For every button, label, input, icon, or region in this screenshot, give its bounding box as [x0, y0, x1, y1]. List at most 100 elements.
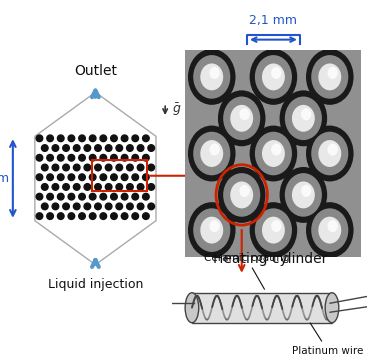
Circle shape [41, 145, 48, 151]
Circle shape [327, 67, 338, 79]
Text: 8 cm: 8 cm [0, 172, 9, 185]
Circle shape [36, 155, 43, 161]
Circle shape [47, 213, 54, 220]
Circle shape [142, 193, 149, 200]
Circle shape [218, 167, 265, 223]
Circle shape [271, 67, 281, 79]
Circle shape [301, 185, 311, 197]
Circle shape [73, 164, 80, 171]
Circle shape [210, 67, 220, 79]
Circle shape [318, 64, 341, 90]
Circle shape [79, 155, 86, 161]
Circle shape [41, 203, 48, 210]
Circle shape [68, 155, 75, 161]
Circle shape [262, 217, 285, 243]
Circle shape [223, 173, 260, 217]
Circle shape [262, 64, 285, 90]
Text: Heating cylinder: Heating cylinder [212, 252, 327, 266]
Circle shape [148, 145, 155, 151]
Circle shape [100, 213, 106, 220]
Circle shape [311, 208, 348, 252]
Circle shape [90, 174, 96, 181]
Circle shape [285, 173, 322, 217]
Circle shape [127, 203, 133, 210]
Circle shape [230, 181, 253, 208]
Circle shape [90, 155, 96, 161]
Circle shape [271, 220, 281, 232]
Circle shape [142, 135, 149, 142]
Circle shape [63, 164, 69, 171]
Circle shape [58, 155, 64, 161]
Circle shape [262, 140, 285, 167]
Circle shape [90, 135, 96, 142]
Circle shape [105, 145, 112, 151]
Circle shape [137, 164, 144, 171]
Circle shape [285, 96, 322, 140]
Circle shape [327, 220, 338, 232]
Circle shape [95, 145, 101, 151]
Circle shape [311, 55, 348, 99]
Circle shape [52, 183, 59, 190]
Circle shape [239, 185, 250, 197]
Circle shape [68, 193, 75, 200]
Circle shape [52, 164, 59, 171]
Circle shape [84, 145, 91, 151]
Circle shape [210, 220, 220, 232]
Circle shape [148, 183, 155, 190]
Circle shape [318, 140, 341, 167]
Circle shape [148, 203, 155, 210]
Circle shape [68, 213, 75, 220]
Circle shape [90, 213, 96, 220]
Circle shape [137, 183, 144, 190]
Ellipse shape [325, 293, 339, 323]
Text: Ceramic coating: Ceramic coating [204, 253, 289, 289]
Circle shape [137, 145, 144, 151]
Circle shape [142, 213, 149, 220]
Circle shape [127, 183, 133, 190]
Circle shape [47, 193, 54, 200]
Circle shape [200, 64, 223, 90]
Circle shape [142, 174, 149, 181]
Text: Platinum wire: Platinum wire [292, 323, 364, 356]
Text: 2,1 mm: 2,1 mm [250, 14, 297, 27]
Circle shape [36, 174, 43, 181]
Circle shape [280, 90, 327, 146]
Circle shape [121, 135, 128, 142]
Circle shape [79, 135, 86, 142]
Circle shape [250, 49, 297, 105]
Circle shape [105, 164, 112, 171]
Circle shape [63, 183, 69, 190]
Circle shape [52, 203, 59, 210]
Circle shape [132, 155, 139, 161]
Circle shape [250, 126, 297, 181]
Circle shape [137, 203, 144, 210]
Circle shape [68, 135, 75, 142]
Circle shape [121, 174, 128, 181]
Polygon shape [35, 92, 156, 265]
Circle shape [47, 155, 54, 161]
Circle shape [200, 140, 223, 167]
Circle shape [193, 208, 230, 252]
Circle shape [311, 132, 348, 175]
Circle shape [318, 217, 341, 243]
Circle shape [121, 213, 128, 220]
Circle shape [306, 49, 353, 105]
Circle shape [239, 108, 250, 120]
Circle shape [58, 135, 64, 142]
Circle shape [111, 174, 117, 181]
Bar [192, 293, 332, 323]
Circle shape [111, 213, 117, 220]
Circle shape [200, 217, 223, 243]
Circle shape [188, 49, 236, 105]
Circle shape [271, 144, 281, 156]
Circle shape [58, 174, 64, 181]
Circle shape [255, 132, 292, 175]
Circle shape [280, 167, 327, 223]
Circle shape [301, 108, 311, 120]
Circle shape [223, 96, 260, 140]
Circle shape [52, 145, 59, 151]
Circle shape [210, 144, 220, 156]
Circle shape [218, 90, 265, 146]
Circle shape [327, 144, 338, 156]
Circle shape [132, 213, 139, 220]
